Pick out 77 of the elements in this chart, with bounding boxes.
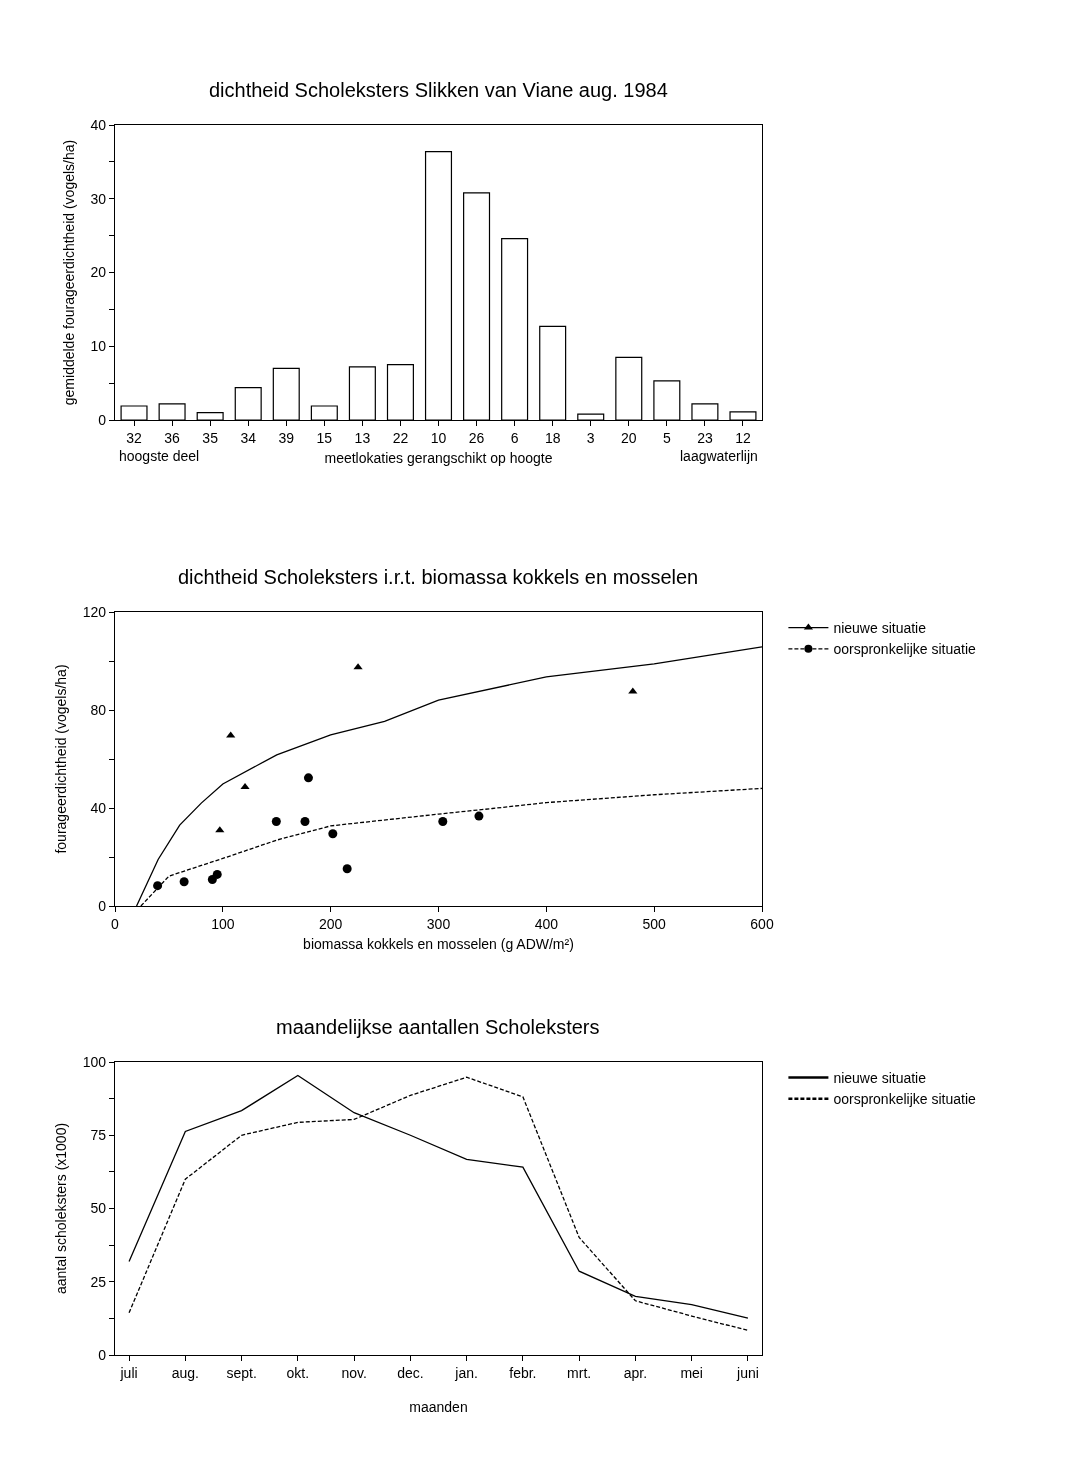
x-tick-label: 200 xyxy=(318,915,343,932)
x-tick-label: aug. xyxy=(171,1364,199,1381)
y-tick-label: 0 xyxy=(98,897,107,914)
x-tick-label: mei xyxy=(680,1364,703,1381)
x-tick-label: 23 xyxy=(697,429,713,446)
x-tick-label: febr. xyxy=(509,1364,537,1381)
point xyxy=(353,663,363,670)
legend-label: oorspronkelijke situatie xyxy=(833,641,977,658)
x-tick-label: dec. xyxy=(397,1364,424,1381)
x-tick-label: 18 xyxy=(544,429,561,446)
x-tick-label: mrt. xyxy=(567,1364,592,1381)
x-tick-label: apr. xyxy=(623,1364,648,1381)
y-tick-label: 25 xyxy=(90,1273,107,1290)
x-tick-label: 500 xyxy=(642,915,667,932)
point xyxy=(153,881,163,891)
point xyxy=(212,869,222,879)
x-tick-label: 36 xyxy=(164,429,181,446)
y-axis-title: gemiddelde fourageerdichtheid (vogels/ha) xyxy=(61,139,78,406)
y-tick-label: 100 xyxy=(82,1053,107,1070)
y-tick-label: 80 xyxy=(90,701,107,718)
y-tick-label: 0 xyxy=(98,1346,107,1363)
x-tick-label: 15 xyxy=(316,429,333,446)
x-tick-label: 100 xyxy=(211,915,235,932)
point xyxy=(328,829,338,839)
legend-label: nieuwe situatie xyxy=(833,620,927,637)
x-tick-label: 6 xyxy=(510,429,519,446)
text: hoogste deel xyxy=(119,448,200,464)
x-tick-label: juli xyxy=(119,1364,138,1381)
point xyxy=(474,811,484,821)
x-tick-label: 22 xyxy=(392,429,409,446)
x-tick-label: 5 xyxy=(662,429,671,446)
y-tick-label: 40 xyxy=(90,116,107,133)
x-tick-label: 3 xyxy=(586,429,595,446)
y-tick-label: 20 xyxy=(90,264,107,281)
x-tick-label: 39 xyxy=(278,429,295,446)
x-axis-title: biomassa kokkels en mosselen (g ADW/m²) xyxy=(303,936,574,953)
point xyxy=(240,782,250,789)
x-tick-label: 400 xyxy=(534,915,559,932)
point xyxy=(342,864,352,874)
point xyxy=(300,816,310,826)
y-tick-label: 120 xyxy=(82,603,107,620)
legend-label: nieuwe situatie xyxy=(833,1070,927,1087)
chart-title: maandelijkse aantallen Scholeksters xyxy=(276,1016,600,1038)
x-tick-label: nov. xyxy=(341,1364,367,1381)
x-tick-label: 10 xyxy=(430,429,447,446)
chart-title: dichtheid Scholeksters Slikken van Viane aug. 1984 xyxy=(209,79,668,101)
y-axis-title: fourageerdichtheid (vogels/ha) xyxy=(53,664,70,854)
x-tick-label: 32 xyxy=(126,429,143,446)
x-tick-label: okt. xyxy=(286,1364,310,1381)
x-tick-label: 12 xyxy=(735,429,751,446)
x-tick-label: 34 xyxy=(240,429,257,446)
y-tick-label: 40 xyxy=(90,799,107,816)
x-tick-label: jan. xyxy=(454,1364,478,1381)
y-tick-label: 75 xyxy=(90,1127,107,1144)
x-axis-title: meetlokaties gerangschikt op hoogte xyxy=(324,450,553,467)
point xyxy=(303,773,313,783)
x-tick-label: 300 xyxy=(426,915,451,932)
y-tick-label: 50 xyxy=(90,1200,107,1217)
legend-label: oorspronkelijke situatie xyxy=(833,1091,977,1108)
y-tick-label: 0 xyxy=(98,411,107,428)
y-tick-label: 30 xyxy=(90,190,107,207)
x-tick-label: 26 xyxy=(468,429,485,446)
text: laagwaterlijn xyxy=(680,448,758,464)
x-tick-label: 20 xyxy=(621,429,637,446)
point xyxy=(271,816,281,826)
x-tick-label: 35 xyxy=(202,429,219,446)
x-axis-title: maanden xyxy=(409,1399,468,1416)
point xyxy=(438,816,448,826)
x-tick-label: 0 xyxy=(111,915,120,932)
y-axis-title: aantal scholeksters (x1000) xyxy=(53,1122,70,1295)
x-tick-label: 13 xyxy=(354,429,371,446)
y-tick-label: 10 xyxy=(90,338,107,355)
point xyxy=(179,877,189,887)
x-tick-label: sept. xyxy=(226,1364,257,1381)
x-tick-label: 600 xyxy=(750,915,774,932)
x-tick-label: juni xyxy=(736,1364,759,1381)
chart-title: dichtheid Scholeksters i.r.t. biomassa kokkels en mosselen xyxy=(178,566,699,588)
